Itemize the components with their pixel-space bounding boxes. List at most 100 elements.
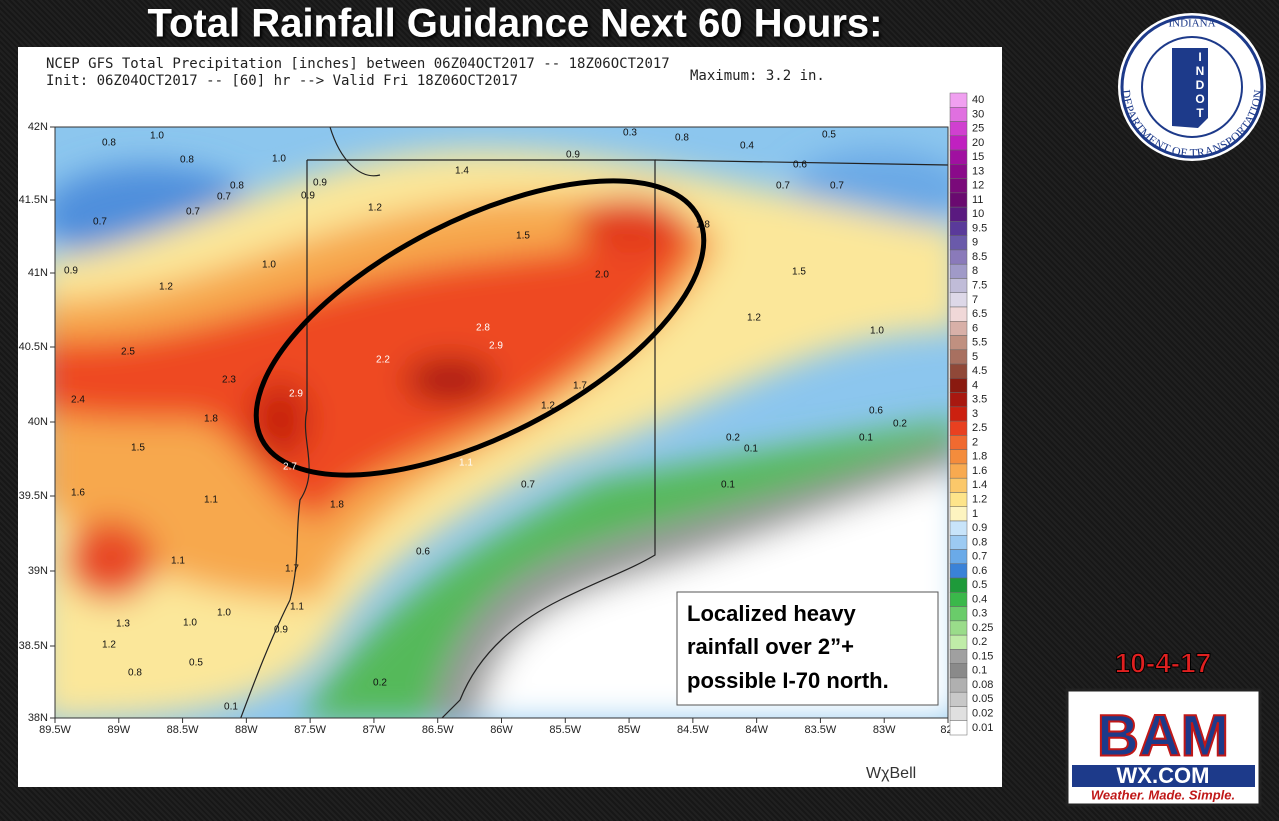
contour-value: 0.7 xyxy=(521,480,535,491)
colorbar-swatch xyxy=(949,435,968,450)
colorbar-label: 15 xyxy=(972,151,984,163)
highlight-ellipse xyxy=(253,178,707,478)
colorbar-swatch xyxy=(949,149,968,165)
lat-label: 40.5N xyxy=(19,341,48,353)
colorbar-label: 0.2 xyxy=(972,636,987,648)
colorbar-swatch xyxy=(949,620,968,636)
colorbar-swatch xyxy=(949,677,968,693)
colorbar-swatch xyxy=(949,278,968,293)
contour-value: 1.8 xyxy=(696,220,710,231)
colorbar-swatch xyxy=(949,135,968,151)
contour-value: 0.2 xyxy=(726,433,740,444)
contour-value: 0.1 xyxy=(744,444,758,455)
colorbar-label: 5.5 xyxy=(972,337,987,349)
colorbar-swatch xyxy=(949,420,968,436)
contour-value: 1.3 xyxy=(116,619,130,630)
colorbar-swatch xyxy=(949,706,968,721)
colorbar-label: 0.02 xyxy=(972,708,993,720)
colorbar-swatch xyxy=(949,606,968,622)
contour-value: 1.0 xyxy=(183,618,197,629)
colorbar-label: 1.8 xyxy=(972,451,987,463)
colorbar-swatch xyxy=(949,363,968,379)
colorbar-swatch xyxy=(949,392,968,408)
colorbar-label: 0.1 xyxy=(972,665,987,677)
contour-value: 0.6 xyxy=(869,406,883,417)
indot-top: INDIANA xyxy=(1168,18,1215,30)
bam-logo: BAM WX.COM Weather. Made. Simple. xyxy=(1065,688,1262,807)
colorbar-label: 20 xyxy=(972,137,984,149)
annotation-line: rainfall over 2”+ xyxy=(687,634,854,659)
colorbar-swatch xyxy=(949,378,968,393)
colorbar-swatch xyxy=(949,477,968,493)
colorbar-swatch xyxy=(949,192,968,208)
bam-site: WX.COM xyxy=(1117,763,1210,788)
contour-value: 2.2 xyxy=(376,355,390,366)
lon-label: 83W xyxy=(873,724,896,736)
colorbar-label: 0.7 xyxy=(972,551,987,563)
colorbar-swatch xyxy=(949,249,968,265)
colorbar-swatch xyxy=(949,663,968,679)
lon-label: 89W xyxy=(107,724,130,736)
lon-label: 84W xyxy=(745,724,768,736)
contour-value: 0.2 xyxy=(893,419,907,430)
lat-label: 38.5N xyxy=(19,640,48,652)
contour-value: 1.1 xyxy=(204,495,218,506)
boundaries xyxy=(240,127,948,718)
contour-value: 0.8 xyxy=(675,133,689,144)
colorbar-label: 8.5 xyxy=(972,251,987,263)
colorbar-swatch xyxy=(949,178,968,194)
contour-value: 2.8 xyxy=(476,323,490,334)
colorbar-label: 6.5 xyxy=(972,308,987,320)
indot-letter: N xyxy=(1196,64,1205,78)
colorbar-swatch xyxy=(949,335,968,351)
colorbar-label: 30 xyxy=(972,108,984,120)
header-line: NCEP GFS Total Precipitation [inches] be… xyxy=(46,56,670,72)
lon-label: 86W xyxy=(490,724,513,736)
maximum: Maximum: 3.2 in. xyxy=(690,68,825,84)
colorbar-label: 0.05 xyxy=(972,693,993,705)
slide-title: Total Rainfall Guidance Next 60 Hours: xyxy=(148,2,883,46)
contour-value: 0.9 xyxy=(301,191,315,202)
colorbar-label: 1.4 xyxy=(972,479,987,491)
contour-value: 2.7 xyxy=(283,462,297,473)
colorbar-swatch xyxy=(949,221,968,236)
colorbar-label: 0.8 xyxy=(972,536,987,548)
contour-value: 0.7 xyxy=(186,207,200,218)
indot-letter: I xyxy=(1198,50,1201,64)
contour-value: 2.9 xyxy=(489,341,503,352)
lon-label: 88W xyxy=(235,724,258,736)
colorbar-swatch xyxy=(949,349,968,365)
bam-tagline: Weather. Made. Simple. xyxy=(1091,787,1235,802)
lat-label: 41.5N xyxy=(19,194,48,206)
contour-value: 1.4 xyxy=(455,166,469,177)
colorbar-label: 6 xyxy=(972,322,978,334)
contour-value: 1.7 xyxy=(285,564,299,575)
colorbar-swatch xyxy=(949,720,968,736)
contour-value: 0.9 xyxy=(566,150,580,161)
lon-label: 86.5W xyxy=(422,724,454,736)
lat-label: 39.5N xyxy=(19,490,48,502)
colorbar-label: 13 xyxy=(972,165,984,177)
contour-value: 0.7 xyxy=(217,192,231,203)
colorbar-label: 2.5 xyxy=(972,422,987,434)
contour-value: 2.0 xyxy=(595,270,609,281)
contour-value: 0.5 xyxy=(822,130,836,141)
contour-value: 1.5 xyxy=(131,443,145,454)
lon-label: 87.5W xyxy=(294,724,326,736)
contour-value: 0.7 xyxy=(93,217,107,228)
credit: WχBell xyxy=(866,765,916,782)
colorbar-label: 9 xyxy=(972,237,978,249)
colorbar-swatch xyxy=(949,292,968,308)
lon-label: 88.5W xyxy=(167,724,199,736)
indot-logo: INDIANA DEPARTMENT OF TRANSPORTATION IND… xyxy=(1118,13,1266,161)
contour-value: 0.8 xyxy=(230,181,244,192)
colorbar-label: 8 xyxy=(972,265,978,277)
contour-value: 1.2 xyxy=(368,203,382,214)
contour-value: 2.5 xyxy=(121,347,135,358)
colorbar-label: 1.2 xyxy=(972,494,987,506)
colorbar-swatch xyxy=(949,520,968,536)
lon-label: 85.5W xyxy=(549,724,581,736)
contour-value: 1.0 xyxy=(870,326,884,337)
colorbar-label: 3.5 xyxy=(972,394,987,406)
